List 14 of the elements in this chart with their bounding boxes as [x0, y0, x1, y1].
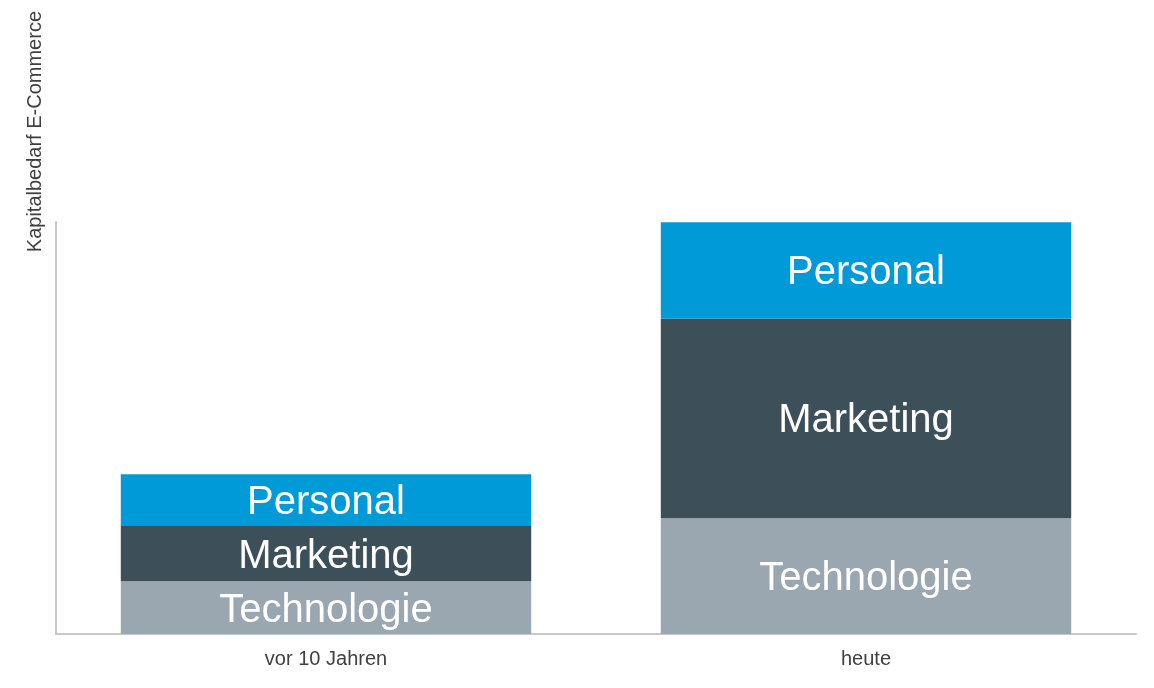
series-label: Personal [247, 478, 405, 523]
series-label: Marketing [238, 531, 414, 576]
bar [660, 318, 1072, 519]
text: Personal [787, 248, 945, 293]
bar [660, 518, 1072, 634]
bar [120, 526, 532, 582]
bar [660, 222, 1072, 319]
x-tick-label: vor 10 Jahren [264, 647, 388, 669]
series-label: Technologie [219, 585, 433, 630]
y-axis-title: Kapitalbedarf E-Commerce [23, 10, 45, 253]
text: Technologie [759, 554, 973, 599]
x-tick-label: heute [840, 647, 892, 669]
bar [120, 474, 532, 527]
text: Marketing [778, 396, 954, 441]
